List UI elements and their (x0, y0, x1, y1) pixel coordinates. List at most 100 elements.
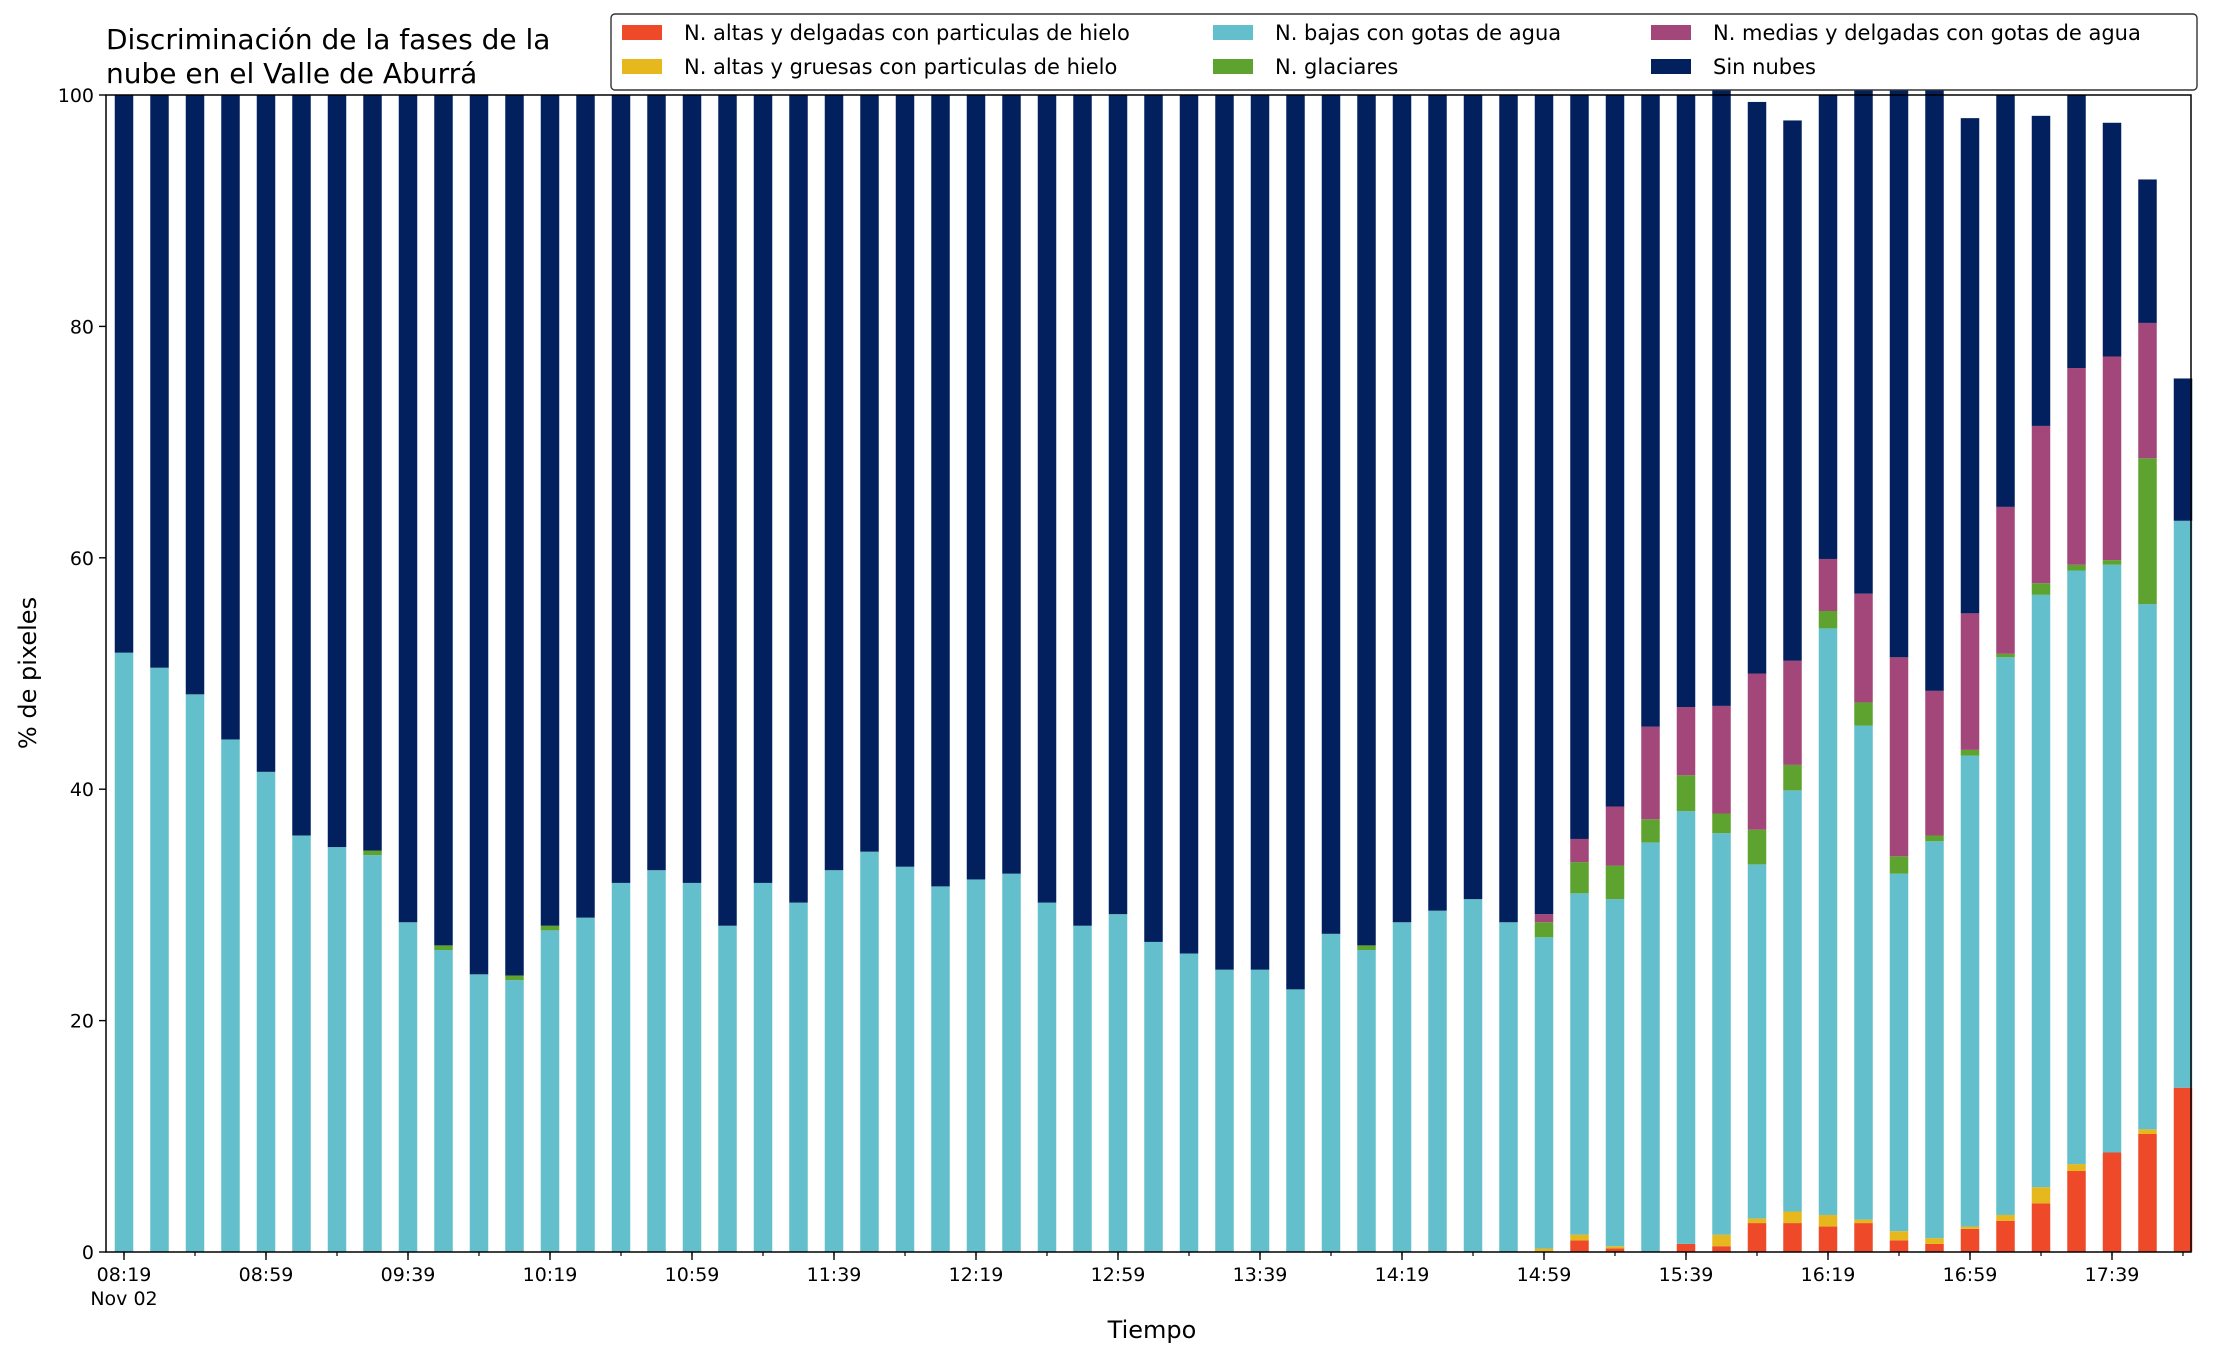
bar-segment (292, 95, 311, 836)
bar-segment (1286, 95, 1305, 990)
bar-segment (1605, 95, 1625, 807)
bar-segment (540, 95, 560, 926)
bar-segment (1605, 1246, 1625, 1249)
bar-segment (1357, 95, 1376, 946)
bar-segment (647, 95, 666, 871)
bar-segment (2102, 356, 2122, 561)
bar-segment (2031, 425, 2051, 584)
bar-segment (292, 835, 311, 1252)
bar-segment (1712, 1234, 1731, 1247)
bar-segment (1605, 1248, 1625, 1252)
bar-segment (1108, 95, 1128, 915)
bar-segment (1854, 593, 1873, 703)
bar-segment (931, 95, 950, 887)
bar-segment (1676, 811, 1696, 1244)
bar-segment (1641, 726, 1660, 820)
bar-segment (966, 95, 986, 880)
bar-segment (1996, 1220, 2015, 1252)
bar-segment (2067, 570, 2086, 1165)
legend-label: N. bajas con gotas de agua (1275, 21, 1561, 45)
bar-segment (2067, 1171, 2086, 1252)
bar-segment (1818, 611, 1838, 629)
bar-segment (1357, 950, 1376, 1252)
bar-segment (327, 847, 347, 1252)
bar-segment (1570, 1240, 1589, 1252)
y-tick-label: 40 (70, 779, 94, 801)
bar-segment (1037, 902, 1057, 1252)
bar-segment (1889, 873, 1909, 1232)
bar-segment (256, 771, 276, 1252)
bar-segment (1783, 790, 1802, 1212)
bar-segment (860, 851, 879, 1252)
bar-segment (1676, 707, 1696, 776)
bar-segment (363, 95, 382, 851)
bar-segment (1712, 89, 1731, 706)
bar-segment (469, 974, 489, 1252)
bar-segment (1534, 95, 1554, 915)
bar-segment (753, 882, 773, 1252)
bar-segment (185, 95, 205, 695)
bar-segment (1534, 1248, 1554, 1252)
x-tick-label: 12:19 (949, 1264, 1004, 1286)
x-tick-label: 12:59 (1091, 1264, 1146, 1286)
bar-segment (860, 95, 879, 852)
bar-segment (1712, 705, 1731, 814)
bar-segment (505, 95, 524, 976)
x-tick-label: 09:39 (381, 1264, 436, 1286)
bar-segment (1960, 613, 1980, 750)
bar-segment (1783, 120, 1802, 661)
bar-segment (789, 95, 808, 903)
bar-segment (1925, 690, 1944, 836)
bar-segment (1783, 1211, 1802, 1224)
bar-segment (682, 882, 702, 1252)
bar-segment (1534, 914, 1554, 923)
bar-segment (469, 95, 489, 975)
bar-segment (1179, 953, 1199, 1252)
bar-segment (1073, 95, 1092, 926)
bar-segment (2138, 604, 2157, 1130)
legend-label: N. altas y delgadas con particulas de hi… (684, 21, 1130, 45)
y-axis: 0 20 40 60 80 100 (58, 85, 106, 1264)
x-tick-label: 08:59 (239, 1264, 294, 1286)
bar-segment (1960, 1226, 1980, 1229)
bar-segment (2102, 564, 2122, 1153)
bar-segment (1605, 865, 1625, 900)
bar-segment (1925, 1243, 1944, 1252)
bar-segment (1996, 657, 2015, 1215)
bar-segment (1712, 813, 1731, 834)
bar-segment (221, 95, 240, 740)
bar-segment (363, 850, 382, 856)
bar-segment (1676, 95, 1696, 708)
bar-segment (434, 95, 453, 946)
bar-segment (1570, 1234, 1589, 1241)
bar-segment (256, 95, 276, 772)
bar-segment (611, 95, 631, 883)
bar-segment (434, 950, 453, 1252)
bar-segment (1641, 819, 1660, 843)
bar-segment (1854, 1223, 1873, 1252)
bar-segment (185, 694, 205, 1252)
x-tick-label: 10:59 (665, 1264, 720, 1286)
bar-segment (1286, 989, 1305, 1252)
bar-segment (1996, 1214, 2015, 1221)
bar-segment (1002, 873, 1021, 1252)
bar-segment (1925, 1238, 1944, 1244)
bar-segment (1108, 914, 1128, 1252)
bar-segment (114, 95, 134, 653)
bar-segment (1605, 806, 1625, 866)
bar-segment (363, 855, 382, 1252)
bar-segment (1463, 95, 1483, 900)
legend-swatch (1651, 59, 1691, 74)
bar-segment (1570, 893, 1589, 1235)
bar-segment (789, 902, 808, 1252)
bar-segment (1960, 755, 1980, 1227)
legend-swatch (622, 25, 662, 40)
bar-segment (1499, 95, 1518, 923)
bar-segment (1321, 95, 1341, 934)
plot-frame (105, 94, 2192, 1253)
bar-segment (1818, 95, 1838, 559)
x-tick-label: 15:39 (1659, 1264, 1714, 1286)
y-tick-label: 60 (70, 548, 94, 570)
